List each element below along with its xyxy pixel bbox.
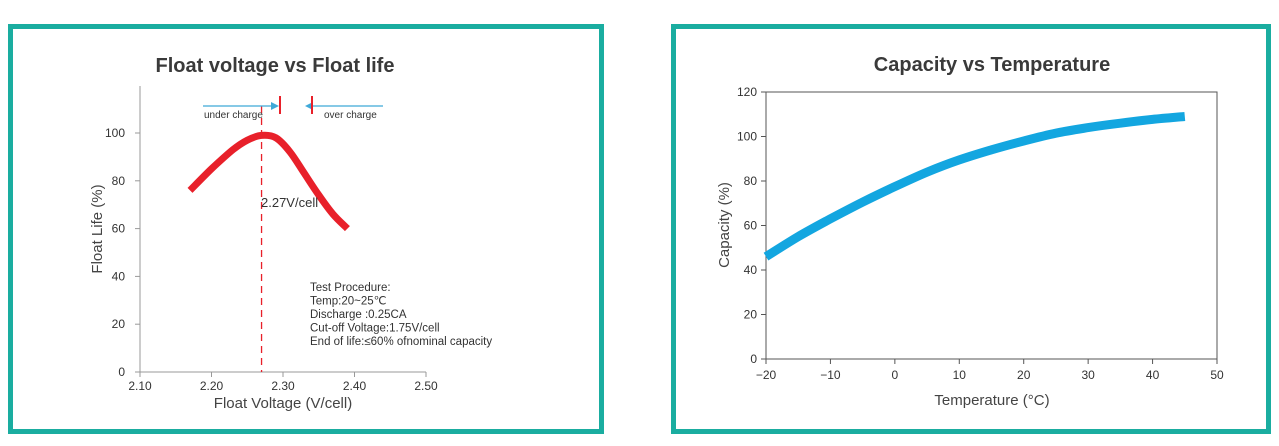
capacity-temperature-chart: Capacity vs Temperature020406080100120−2…	[716, 54, 1224, 409]
y-tick-label: 20	[112, 317, 126, 331]
y-tick-label: 120	[737, 85, 757, 99]
float-life-curve	[187, 131, 350, 232]
float-life-chart-panel: Float voltage vs Float life 0 20 40 60 80 100 2…	[8, 24, 604, 434]
x-axis-label: Float Voltage (V/cell)	[214, 395, 352, 412]
capacity-curve	[763, 112, 1186, 261]
x-tick-label: 20	[1017, 368, 1031, 382]
float-life-chart: Float voltage vs Float life 0 20 40 60 80 100 2…	[89, 55, 492, 412]
over-charge-label: over charge	[324, 110, 377, 121]
test-procedure-line: Temp:20~25℃	[310, 296, 387, 308]
y-tick-label: 60	[112, 222, 126, 236]
y-tick-label: 0	[750, 352, 757, 366]
y-tick-label: 100	[105, 126, 125, 140]
x-tick-label: 2.40	[343, 379, 367, 393]
capacity-temperature-chart-panel: Capacity vs Temperature 0 20 40 60 80 100 120 −2…	[671, 24, 1271, 434]
arrow-right-icon	[271, 102, 279, 110]
y-tick-label: 0	[118, 365, 125, 379]
x-tick-label: 10	[953, 368, 967, 382]
reference-line-label: 2.27V/cell	[261, 195, 318, 210]
test-procedure-line: End of life:≤60% ofnominal capacity	[310, 336, 492, 348]
y-axis-label: Capacity (%)	[716, 182, 733, 268]
x-tick-label: 2.30	[271, 379, 295, 393]
x-axis-label: Temperature (°C)	[934, 392, 1049, 409]
y-tick-label: 40	[112, 269, 126, 283]
x-tick-label: −20	[756, 368, 777, 382]
y-tick-label: 80	[744, 174, 758, 188]
chart-title: Capacity vs Temperature	[874, 54, 1110, 76]
y-tick-label: 60	[744, 219, 758, 233]
x-tick-label: 50	[1210, 368, 1224, 382]
x-tick-label: −10	[820, 368, 841, 382]
under-charge-label: under charge	[204, 110, 263, 121]
y-tick-label: 20	[744, 308, 758, 322]
x-tick-label: 2.20	[200, 379, 224, 393]
y-tick-label: 100	[737, 130, 757, 144]
x-tick-label: 40	[1146, 368, 1160, 382]
x-tick-label: 2.10	[128, 379, 152, 393]
chart-title: Float voltage vs Float life	[156, 55, 395, 77]
x-tick-label: 0	[892, 368, 899, 382]
x-tick-label: 2.50	[414, 379, 438, 393]
test-procedure-line: Discharge :0.25CA	[310, 309, 407, 321]
test-procedure-line: Cut-off Voltage:1.75V/cell	[310, 323, 440, 335]
x-tick-label: 30	[1081, 368, 1095, 382]
y-tick-label: 80	[112, 174, 126, 188]
y-tick-label: 40	[744, 263, 758, 277]
y-axis-label: Float Life (%)	[89, 184, 106, 273]
plot-area-frame	[765, 91, 1218, 360]
test-procedure-line: Test Procedure:	[310, 282, 391, 294]
